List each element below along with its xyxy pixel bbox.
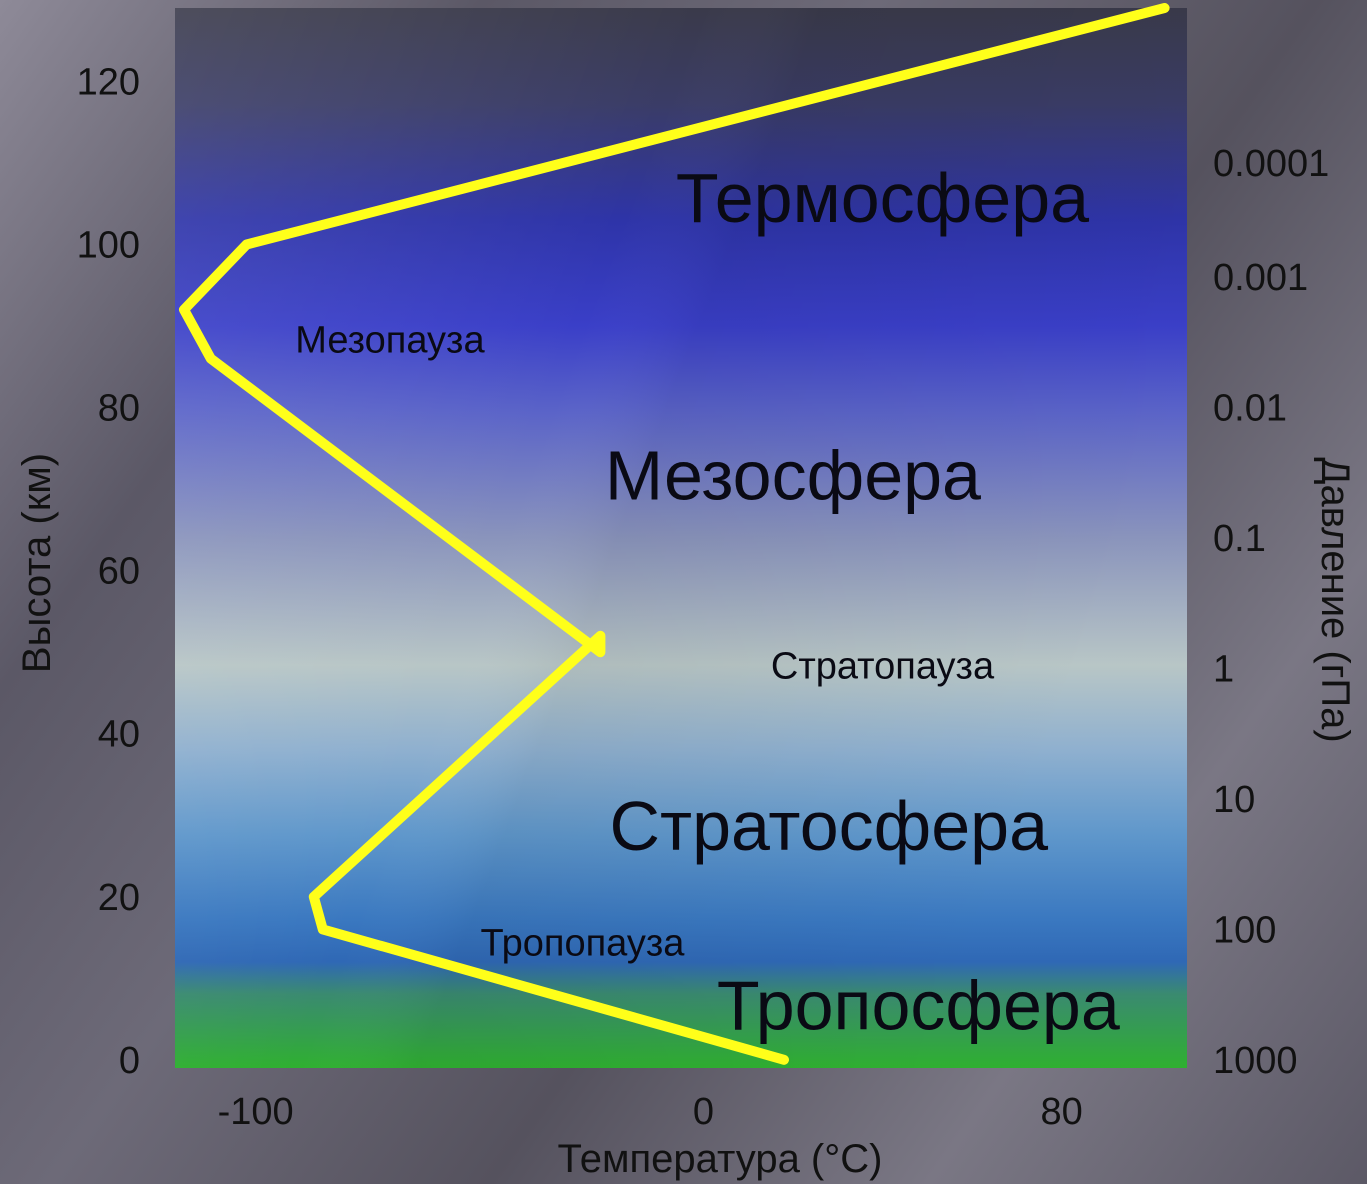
temperature-profile [179, 3, 1170, 1065]
layer-label: Тропопауза [481, 923, 686, 965]
temperature-line [179, 3, 1170, 1065]
x-axis-title: Температура (°C) [558, 1137, 883, 1181]
plot-sheen [175, 8, 1187, 1068]
y-tick-label: 20 [98, 877, 140, 919]
pressure-tick-label: 10 [1213, 779, 1255, 821]
pressure-tick-label: 0.01 [1213, 388, 1287, 430]
axis-ticks: -100 0 80 0 20 40 60 80 100 120 1000 100 10 1 0.1 0.01 0… [77, 61, 1330, 1133]
pressure-tick-label: 0.0001 [1213, 143, 1329, 185]
layer-label: Стратопауза [771, 645, 995, 687]
layer-label: Тропосфера [717, 966, 1120, 1044]
x-tick-label: 80 [1040, 1091, 1082, 1133]
y-axis-title: Высота (км) [15, 453, 59, 673]
y-tick-label: 60 [98, 551, 140, 593]
x-tick-label: 0 [693, 1091, 714, 1133]
layer-label: Мезопауза [295, 319, 485, 361]
layer-labels: Термосфера Мезопауза Мезосфера Стратопауза С… [295, 159, 1120, 1044]
pressure-tick-label: 100 [1213, 909, 1276, 951]
y-tick-label: 80 [98, 388, 140, 430]
pressure-tick-label: 0.1 [1213, 518, 1266, 560]
y-tick-label: 100 [77, 224, 140, 266]
y-tick-label: 0 [119, 1040, 140, 1082]
layer-label: Мезосфера [605, 436, 981, 514]
layer-label: Стратосфера [610, 787, 1049, 865]
y-tick-label: 40 [98, 714, 140, 756]
x-tick-label: -100 [218, 1091, 294, 1133]
pressure-tick-label: 1000 [1213, 1040, 1298, 1082]
pressure-axis-title: Давление (гПа) [1313, 457, 1357, 742]
layer-label: Термосфера [676, 159, 1089, 237]
pressure-tick-label: 0.001 [1213, 257, 1308, 299]
pressure-tick-label: 1 [1213, 648, 1234, 690]
y-tick-label: 120 [77, 61, 140, 103]
